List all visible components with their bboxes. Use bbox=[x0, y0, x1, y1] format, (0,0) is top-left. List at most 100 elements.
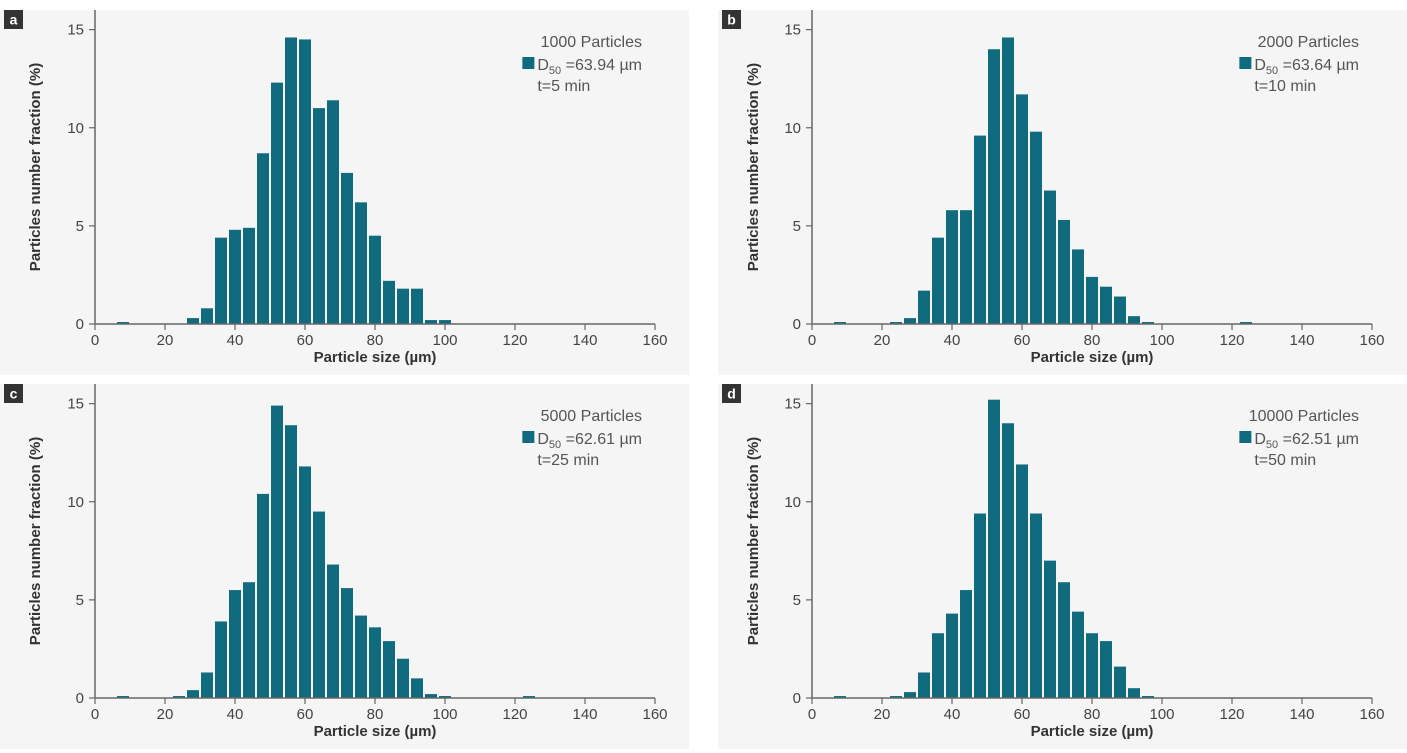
legend-particles: 10000 Particles bbox=[1249, 408, 1359, 425]
x-tick-label: 40 bbox=[944, 706, 961, 723]
bar bbox=[946, 613, 958, 698]
bar bbox=[974, 513, 986, 698]
bar bbox=[1100, 286, 1112, 324]
legend-particles: 2000 Particles bbox=[1258, 34, 1359, 51]
x-tick-label: 140 bbox=[572, 332, 597, 349]
bar bbox=[229, 590, 241, 698]
bar bbox=[327, 564, 339, 698]
x-tick-label: 160 bbox=[1359, 706, 1384, 723]
x-tick-label: 100 bbox=[432, 332, 457, 349]
bar bbox=[1002, 423, 1014, 698]
x-tick-label: 120 bbox=[502, 706, 527, 723]
y-tick-label: 0 bbox=[793, 690, 801, 707]
x-axis-title: Particle size (µm) bbox=[1031, 723, 1154, 740]
bar bbox=[1030, 513, 1042, 698]
bar bbox=[974, 135, 986, 324]
x-tick-label: 100 bbox=[432, 706, 457, 723]
panel-a: a 0 5 10 15 0 20 40 60 80 100 120 140 160 Particle siz… bbox=[0, 10, 689, 375]
x-tick-label: 60 bbox=[297, 706, 314, 723]
bar bbox=[960, 210, 972, 324]
bar bbox=[369, 627, 381, 698]
bar bbox=[117, 322, 129, 324]
bar bbox=[411, 288, 423, 324]
x-tick-label: 120 bbox=[502, 332, 527, 349]
bar bbox=[299, 466, 311, 698]
y-axis-title: Particles number fraction (%) bbox=[27, 437, 44, 645]
x-tick-label: 140 bbox=[1289, 706, 1314, 723]
legend-particles: 1000 Particles bbox=[541, 34, 642, 51]
bar bbox=[187, 690, 199, 698]
x-tick-label: 80 bbox=[1084, 332, 1101, 349]
y-axis-title: Particles number fraction (%) bbox=[745, 437, 762, 645]
x-tick-label: 40 bbox=[944, 332, 961, 349]
bar bbox=[285, 425, 297, 698]
panel-label-box bbox=[4, 384, 23, 403]
bar bbox=[215, 621, 227, 698]
x-tick-label: 0 bbox=[808, 706, 816, 723]
y-axis-title: Particles number fraction (%) bbox=[27, 63, 44, 271]
x-tick-label: 80 bbox=[367, 706, 384, 723]
x-tick-label: 140 bbox=[572, 706, 597, 723]
legend-d50-value: =63.94 µm bbox=[561, 57, 642, 74]
y-tick-label: 15 bbox=[67, 22, 84, 39]
x-axis-title: Particle size (µm) bbox=[314, 723, 437, 740]
bar bbox=[1044, 190, 1056, 324]
bar bbox=[299, 39, 311, 324]
bar bbox=[1058, 219, 1070, 324]
legend-swatch bbox=[1239, 57, 1252, 69]
y-tick-label: 5 bbox=[793, 592, 801, 609]
y-axis-title: Particles number fraction (%) bbox=[745, 63, 762, 271]
bar bbox=[355, 615, 367, 698]
bar bbox=[904, 692, 916, 698]
x-tick-label: 120 bbox=[1219, 332, 1244, 349]
bar bbox=[257, 153, 269, 324]
bar bbox=[257, 493, 269, 698]
panel-label-box bbox=[4, 10, 23, 29]
y-tick-label: 0 bbox=[76, 690, 84, 707]
bar bbox=[1016, 94, 1028, 324]
legend-d50-symbol: D bbox=[537, 57, 549, 74]
x-tick-label: 160 bbox=[642, 706, 667, 723]
bar bbox=[173, 696, 185, 698]
bar bbox=[1240, 322, 1252, 324]
x-tick-label: 160 bbox=[642, 332, 667, 349]
x-tick-label: 40 bbox=[227, 706, 244, 723]
panel-b: b 0 5 10 15 0 20 40 60 80 100 120 140 160 Particle siz… bbox=[718, 10, 1407, 375]
legend-d50: D50 =63.64 µm bbox=[1254, 57, 1359, 77]
bar bbox=[187, 318, 199, 324]
bar bbox=[1002, 37, 1014, 324]
x-tick-label: 0 bbox=[91, 706, 99, 723]
bar bbox=[243, 582, 255, 698]
panel-label: d bbox=[727, 386, 736, 402]
y-tick-label: 10 bbox=[784, 494, 801, 511]
bar bbox=[397, 658, 409, 698]
legend-d50-subscript: 50 bbox=[549, 65, 561, 77]
panel-label-box bbox=[722, 384, 741, 403]
bar bbox=[355, 202, 367, 324]
bar bbox=[890, 322, 902, 324]
bar bbox=[1086, 276, 1098, 324]
bar bbox=[918, 290, 930, 324]
bar bbox=[201, 672, 213, 698]
panel-c: c 0 5 10 15 0 20 40 60 80 100 120 140 160 Particle siz… bbox=[0, 384, 689, 749]
x-tick-label: 120 bbox=[1219, 706, 1244, 723]
panel-label-box bbox=[722, 10, 741, 29]
x-axis-title: Particle size (µm) bbox=[1031, 349, 1154, 366]
x-tick-label: 60 bbox=[1014, 332, 1031, 349]
y-tick-label: 0 bbox=[76, 316, 84, 333]
y-tick-label: 15 bbox=[784, 396, 801, 413]
panel-label: b bbox=[727, 12, 736, 28]
legend-swatch bbox=[1239, 431, 1252, 443]
x-tick-label: 80 bbox=[1084, 706, 1101, 723]
bar bbox=[313, 511, 325, 698]
bar bbox=[1072, 611, 1084, 698]
bar bbox=[1128, 316, 1140, 324]
bar bbox=[313, 108, 325, 324]
x-tick-label: 0 bbox=[91, 332, 99, 349]
bar bbox=[1100, 641, 1112, 698]
x-tick-label: 40 bbox=[227, 332, 244, 349]
y-tick-label: 0 bbox=[793, 316, 801, 333]
y-tick-label: 10 bbox=[784, 120, 801, 137]
legend-d50-symbol: D bbox=[537, 431, 549, 448]
bar bbox=[932, 633, 944, 698]
